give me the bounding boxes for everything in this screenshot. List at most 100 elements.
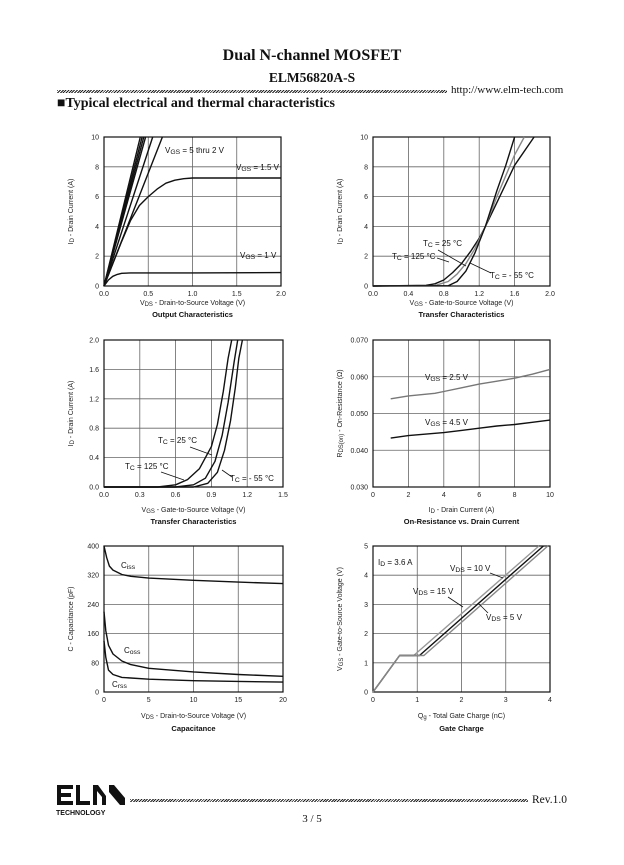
y-tick-label: 4: [364, 224, 368, 231]
x-tick-label: 0.0: [99, 291, 109, 298]
series-line-vds-5-v: [372, 545, 549, 693]
y-tick-label: 0: [364, 690, 368, 697]
y-tick-label: 0: [364, 284, 368, 291]
annotation-label: VGS = 1.5 V: [236, 163, 280, 173]
series-line-crss: [103, 640, 284, 683]
y-tick-label: 2: [95, 254, 99, 261]
y-tick-label: 3: [364, 602, 368, 609]
chart-5: 0 5 10 15 20 0 80 160 240 320 400 Ciss Coss Crss VDS -…: [68, 544, 287, 734]
x-tick-label: 15: [234, 697, 242, 704]
series-line-vgs-1-5-v: [103, 177, 281, 287]
x-tick-label: 2: [460, 697, 464, 704]
chart-title: Transfer Characteristics: [419, 310, 505, 319]
x-tick-label: 8: [513, 492, 517, 499]
annotation-leader: [489, 572, 504, 579]
annotation-label: TC = - 55 °C: [490, 271, 534, 281]
annotation-leader: [447, 596, 464, 608]
revision: Rev.1.0: [532, 794, 568, 806]
x-tick-label: 5: [147, 697, 151, 704]
y-tick-label: 2: [364, 631, 368, 638]
page-number: 3 / 5: [302, 813, 322, 825]
annotation-leader: [189, 446, 213, 456]
y-tick-label: 0.070: [350, 338, 368, 345]
y-tick-label: 8: [364, 164, 368, 171]
series-line-vgs-3-v: [103, 136, 147, 287]
annotation-label: Ciss: [121, 561, 136, 571]
x-tick-label: 1: [415, 697, 419, 704]
x-tick-label: 1.5: [278, 492, 288, 499]
y-tick-label: 2.0: [89, 338, 99, 345]
y-axis-label: ID - Drain Current (A): [337, 179, 345, 245]
elm-logo: TECHNOLOGY: [55, 784, 129, 818]
annotation-leader: [221, 469, 233, 478]
y-tick-label: 0.4: [89, 455, 99, 462]
annotation-leader: [436, 257, 450, 263]
annotation-label: Coss: [124, 646, 141, 656]
series-line-tc-55-c: [104, 339, 244, 488]
x-tick-label: 6: [477, 492, 481, 499]
y-tick-label: 5: [364, 544, 368, 551]
y-tick-label: 0: [95, 690, 99, 697]
y-axis-label: RDS(on) - On-Resistance (Ω): [337, 369, 345, 457]
annotation-label: TC = - 55 °C: [230, 474, 274, 484]
website-url: http://www.elm-tech.com: [451, 84, 564, 96]
y-tick-label: 0.050: [350, 411, 368, 418]
plot-frame: [372, 136, 551, 287]
chart-1: 0.0 0.5 1.0 1.5 2.0 0 2 4 6 8 10 VGS = 5 thru 2 V VG…: [68, 135, 286, 320]
annotation-label: VDS = 10 V: [450, 564, 491, 574]
x-tick-label: 4: [442, 492, 446, 499]
y-tick-label: 1.2: [89, 396, 99, 403]
x-tick-label: 1.2: [242, 492, 252, 499]
x-axis-label: VDS - Drain-to-Source Voltage (V): [140, 300, 245, 308]
series-line-tc-125-c: [372, 136, 535, 287]
x-tick-label: 1.5: [232, 291, 242, 298]
x-tick-label: 1.2: [474, 291, 484, 298]
x-tick-label: 10: [546, 492, 554, 499]
y-axis-label: ID - Drain Current (A): [68, 179, 76, 245]
y-tick-label: 10: [91, 135, 99, 142]
annotation-label: ID = 3.6 A: [378, 558, 413, 568]
y-tick-label: 80: [91, 660, 99, 667]
chart-2: 0.0 0.4 0.8 1.2 1.6 2.0 0 2 4 6 8 10 TC = 25 °C TC = …: [337, 135, 555, 320]
annotation-label: VGS = 1 V: [240, 251, 277, 261]
section-heading: ■Typical electrical and thermal characte…: [57, 96, 336, 111]
y-tick-label: 0.060: [350, 374, 368, 381]
annotation-leader: [437, 249, 467, 267]
series-line-tc-25-c: [104, 339, 239, 488]
y-axis-label: VGS - Gate-to-Source Voltage (V): [337, 567, 345, 671]
series-line-vgs-2-5-v: [103, 136, 154, 287]
x-tick-label: 0.3: [135, 492, 145, 499]
chart-3: 0.0 0.3 0.6 0.9 1.2 1.5 0.0 0.4 0.8 1.2 1.6 2.0 TC =…: [68, 338, 288, 527]
elm-logo-mark: TECHNOLOGY: [56, 785, 125, 817]
series-line-vgs-2-5-v: [390, 368, 551, 400]
x-tick-label: 10: [190, 697, 198, 704]
x-tick-label: 20: [279, 697, 287, 704]
x-tick-label: 0: [371, 697, 375, 704]
x-tick-label: 0.0: [368, 291, 378, 298]
plot-frame: [372, 545, 551, 693]
y-axis-label: ID - Drain Current (A): [68, 381, 76, 447]
annotation-label: TC = 125 °C: [125, 462, 169, 472]
x-tick-label: 1.6: [510, 291, 520, 298]
y-tick-label: 4: [95, 224, 99, 231]
annotation-leader: [477, 602, 489, 614]
y-tick-label: 0.8: [89, 426, 99, 433]
y-axis-label: C - Capacitance (pF): [68, 587, 75, 652]
annotation-label: TC = 125 °C: [392, 252, 436, 262]
annotation-label: VDS = 5 V: [486, 613, 523, 623]
annotation-label: TC = 25 °C: [423, 239, 462, 249]
x-tick-label: 0.9: [207, 492, 217, 499]
y-tick-label: 1.6: [89, 367, 99, 374]
x-tick-label: 4: [548, 697, 552, 704]
chart-title: Output Characteristics: [152, 310, 233, 319]
series-line-tc-125-c: [104, 339, 233, 488]
x-axis-label: VGS - Gate-to-Source Voltage (V): [410, 300, 514, 308]
x-axis-label: Qg - Total Gate Charge (nC): [418, 713, 505, 721]
series-line-tc-55-c: [372, 136, 516, 287]
y-tick-label: 400: [87, 544, 99, 551]
y-tick-label: 4: [364, 573, 368, 580]
footer-divider: [130, 799, 528, 802]
chart-title: On-Resistance vs. Drain Current: [404, 517, 520, 526]
chart-4: 0 2 4 6 8 10 0.030 0.040 0.050 0.060 0.070 VGS = 2.…: [337, 338, 554, 527]
chart-title: Capacitance: [171, 724, 215, 733]
